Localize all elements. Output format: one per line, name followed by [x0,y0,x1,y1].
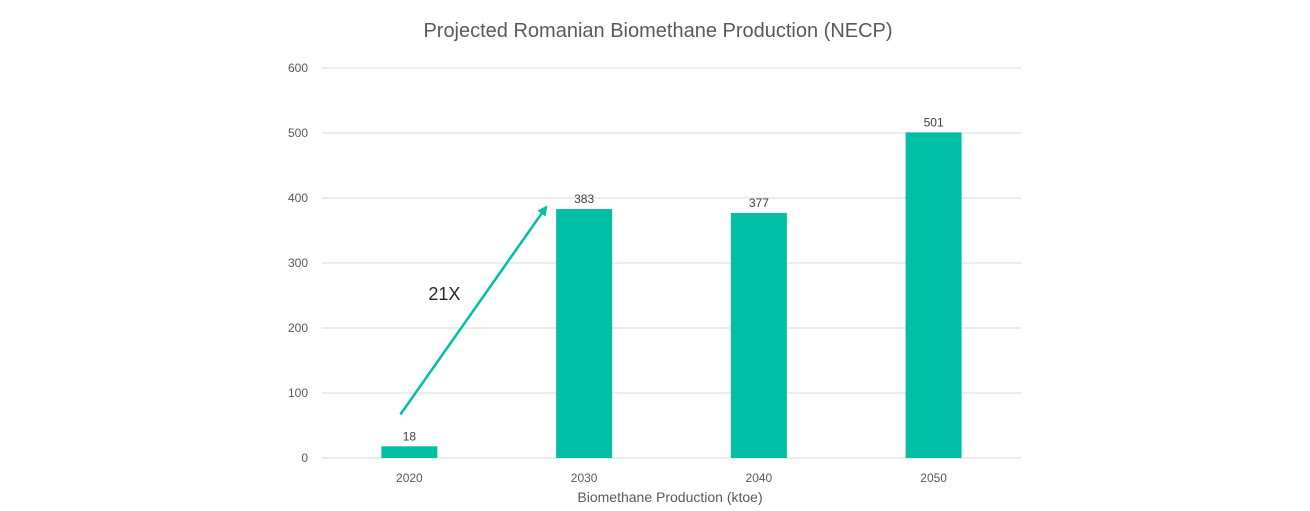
data-label-2040: 377 [749,196,769,210]
y-tick-label: 500 [288,126,308,140]
x-axis-ticks: 2020 2030 2040 2050 [396,471,947,485]
data-label-2020: 18 [403,429,417,443]
annotation: 21X [399,205,548,416]
y-tick-label: 300 [288,256,308,270]
y-tick-label: 600 [288,61,308,75]
bar-2030 [556,209,613,458]
data-label-2050: 501 [924,115,944,129]
data-labels: 18 383 377 501 [403,115,944,443]
y-tick-label: 100 [288,386,308,400]
x-axis-label: Biomethane Production (ktoe) [577,489,762,505]
x-tick-label: 2030 [571,471,598,485]
data-label-2030: 383 [574,192,594,206]
x-tick-label: 2040 [746,471,773,485]
y-axis-ticks: 0 100 200 300 400 500 600 [288,61,308,465]
bar-2020 [381,446,438,458]
y-tick-label: 0 [301,451,308,465]
bar-2040 [730,212,787,458]
x-tick-label: 2020 [396,471,423,485]
grid-lines [322,67,1021,459]
chart-title: Projected Romanian Biomethane Production… [423,20,892,42]
growth-arrow [399,205,548,416]
y-tick-label: 200 [288,321,308,335]
x-tick-label: 2050 [920,471,947,485]
bars [381,132,962,458]
bar-2050 [905,132,962,458]
growth-annotation: 21X [428,284,460,304]
y-tick-label: 400 [288,191,308,205]
